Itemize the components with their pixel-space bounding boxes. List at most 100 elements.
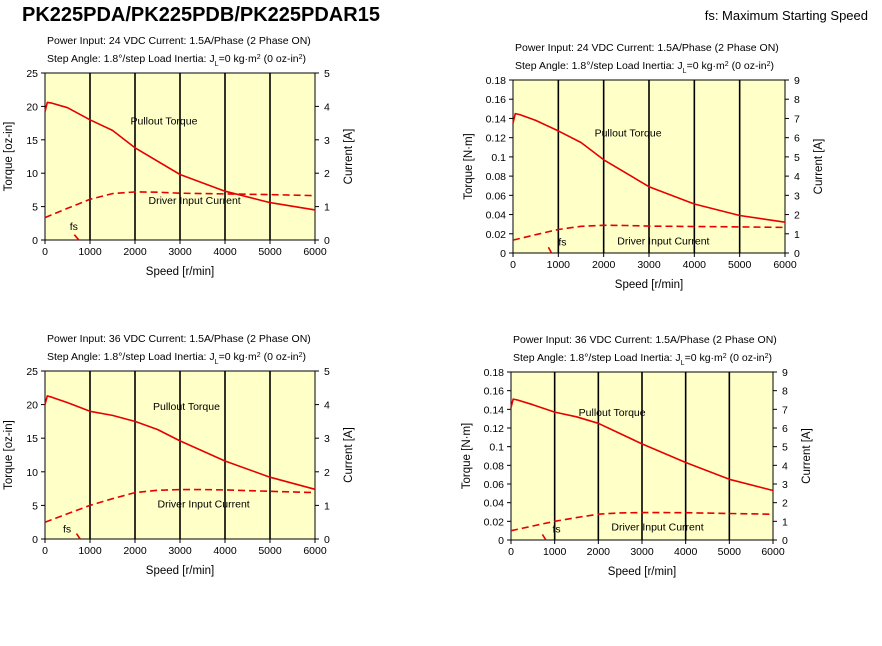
fs-curve [73, 234, 80, 241]
pullout-torque-label: Pullout Torque [131, 115, 198, 127]
y-tick-label: 0.04 [484, 498, 505, 510]
driver-input-current-curve [44, 191, 316, 219]
y-tick-label: 0 [32, 534, 38, 546]
driver-input-current-label: Driver Input Current [611, 522, 703, 534]
chart-4: Power Input: 36 VDC Current: 1.5A/Phase … [461, 334, 813, 578]
y-axis-label: Torque [oz-in] [3, 122, 15, 192]
y2-tick-label: 6 [794, 133, 800, 145]
y-tick-label: 15 [26, 135, 38, 147]
y-tick-label: 0 [498, 535, 504, 547]
y2-tick-label: 0 [782, 535, 788, 547]
y-tick-label: 20 [26, 101, 38, 113]
x-tick-label: 3000 [168, 545, 192, 557]
condition-line-2: Step Angle: 1.8°/step Load Inertia: JL=0… [47, 351, 306, 366]
y2-axis-label: Current [A] [813, 139, 825, 195]
condition-line-1: Power Input: 24 VDC Current: 1.5A/Phase … [47, 35, 311, 47]
y-axis-label: Torque [N·m] [461, 423, 473, 489]
chart-3: Power Input: 36 VDC Current: 1.5A/Phase … [3, 333, 355, 577]
fs-label: fs [63, 523, 71, 535]
x-tick-label: 1000 [78, 246, 102, 258]
x-tick-label: 6000 [303, 246, 327, 258]
y2-tick-label: 5 [794, 152, 800, 164]
y-tick-label: 0.16 [486, 94, 507, 106]
fs-label: fs [558, 236, 566, 248]
y2-axis-label: Current [A] [343, 427, 355, 483]
y-tick-label: 0.12 [484, 423, 505, 435]
y2-tick-label: 1 [794, 229, 800, 241]
pullout-torque-curve [44, 101, 316, 211]
y2-tick-label: 0 [324, 235, 330, 247]
x-tick-label: 4000 [213, 246, 237, 258]
pullout-torque-curve [44, 395, 316, 491]
y2-tick-label: 2 [794, 210, 800, 222]
x-tick-label: 3000 [637, 259, 661, 271]
y-tick-label: 0.1 [491, 152, 506, 164]
condition-line-2: Step Angle: 1.8°/step Load Inertia: JL=0… [515, 60, 774, 75]
y2-tick-label: 4 [324, 101, 330, 113]
x-tick-label: 5000 [728, 259, 752, 271]
y-tick-label: 10 [26, 467, 38, 479]
condition-line-1: Power Input: 24 VDC Current: 1.5A/Phase … [515, 42, 779, 54]
y2-tick-label: 9 [782, 367, 788, 379]
fs-legend-note: fs: Maximum Starting Speed [704, 8, 868, 23]
y-tick-label: 0.08 [486, 171, 507, 183]
y-tick-label: 5 [32, 202, 38, 214]
y-axis-label: Torque [oz-in] [3, 420, 15, 490]
chart-2: Power Input: 24 VDC Current: 1.5A/Phase … [463, 42, 825, 291]
y2-tick-label: 1 [782, 516, 788, 528]
x-tick-label: 1000 [543, 546, 567, 558]
y2-tick-label: 3 [794, 190, 800, 202]
y-tick-label: 0.06 [484, 479, 505, 491]
x-tick-label: 2000 [123, 246, 147, 258]
x-tick-label: 0 [510, 259, 516, 271]
y-tick-label: 0.14 [486, 113, 507, 125]
y2-tick-label: 8 [794, 94, 800, 106]
y2-tick-label: 8 [782, 386, 788, 398]
x-axis-label: Speed [r/min] [608, 566, 676, 578]
y-tick-label: 10 [26, 168, 38, 180]
pullout-torque-label: Pullout Torque [595, 128, 662, 140]
x-tick-label: 2000 [592, 259, 616, 271]
fs-curve [75, 533, 81, 540]
y2-tick-label: 5 [782, 442, 788, 454]
y2-tick-label: 4 [794, 171, 800, 183]
x-axis-label: Speed [r/min] [615, 279, 683, 291]
x-tick-label: 2000 [123, 545, 147, 557]
y2-tick-label: 4 [324, 400, 330, 412]
y2-tick-label: 1 [324, 500, 330, 512]
y-tick-label: 0.04 [486, 210, 507, 222]
x-tick-label: 3000 [168, 246, 192, 258]
y2-tick-label: 3 [782, 479, 788, 491]
driver-input-current-label: Driver Input Current [158, 498, 250, 510]
y-tick-label: 5 [32, 500, 38, 512]
y-tick-label: 0 [32, 235, 38, 247]
y-tick-label: 0.02 [484, 516, 505, 528]
pullout-torque-label: Pullout Torque [153, 401, 220, 413]
page-title: PK225PDA/PK225PDB/PK225PDAR15 [22, 4, 380, 26]
x-tick-label: 1000 [78, 545, 102, 557]
fs-curve [541, 533, 547, 541]
x-tick-label: 6000 [773, 259, 797, 271]
y2-tick-label: 2 [324, 467, 330, 479]
y2-tick-label: 7 [794, 113, 800, 125]
y-tick-label: 0.06 [486, 190, 507, 202]
condition-line-1: Power Input: 36 VDC Current: 1.5A/Phase … [47, 333, 311, 345]
y2-tick-label: 7 [782, 404, 788, 416]
fs-label: fs [552, 524, 560, 536]
y2-tick-label: 0 [324, 534, 330, 546]
y-tick-label: 15 [26, 433, 38, 445]
pullout-torque-curve [510, 398, 774, 492]
y-tick-label: 0.18 [486, 75, 507, 87]
y-tick-label: 25 [26, 366, 38, 378]
driver-input-current-curve [512, 224, 786, 241]
y2-tick-label: 2 [782, 498, 788, 510]
x-tick-label: 3000 [630, 546, 654, 558]
x-tick-label: 4000 [674, 546, 698, 558]
x-axis-label: Speed [r/min] [146, 266, 214, 278]
x-tick-label: 2000 [587, 546, 611, 558]
y2-tick-label: 1 [324, 202, 330, 214]
x-tick-label: 6000 [761, 546, 785, 558]
chart-1: Power Input: 24 VDC Current: 1.5A/Phase … [3, 35, 355, 278]
condition-line-1: Power Input: 36 VDC Current: 1.5A/Phase … [513, 334, 777, 346]
